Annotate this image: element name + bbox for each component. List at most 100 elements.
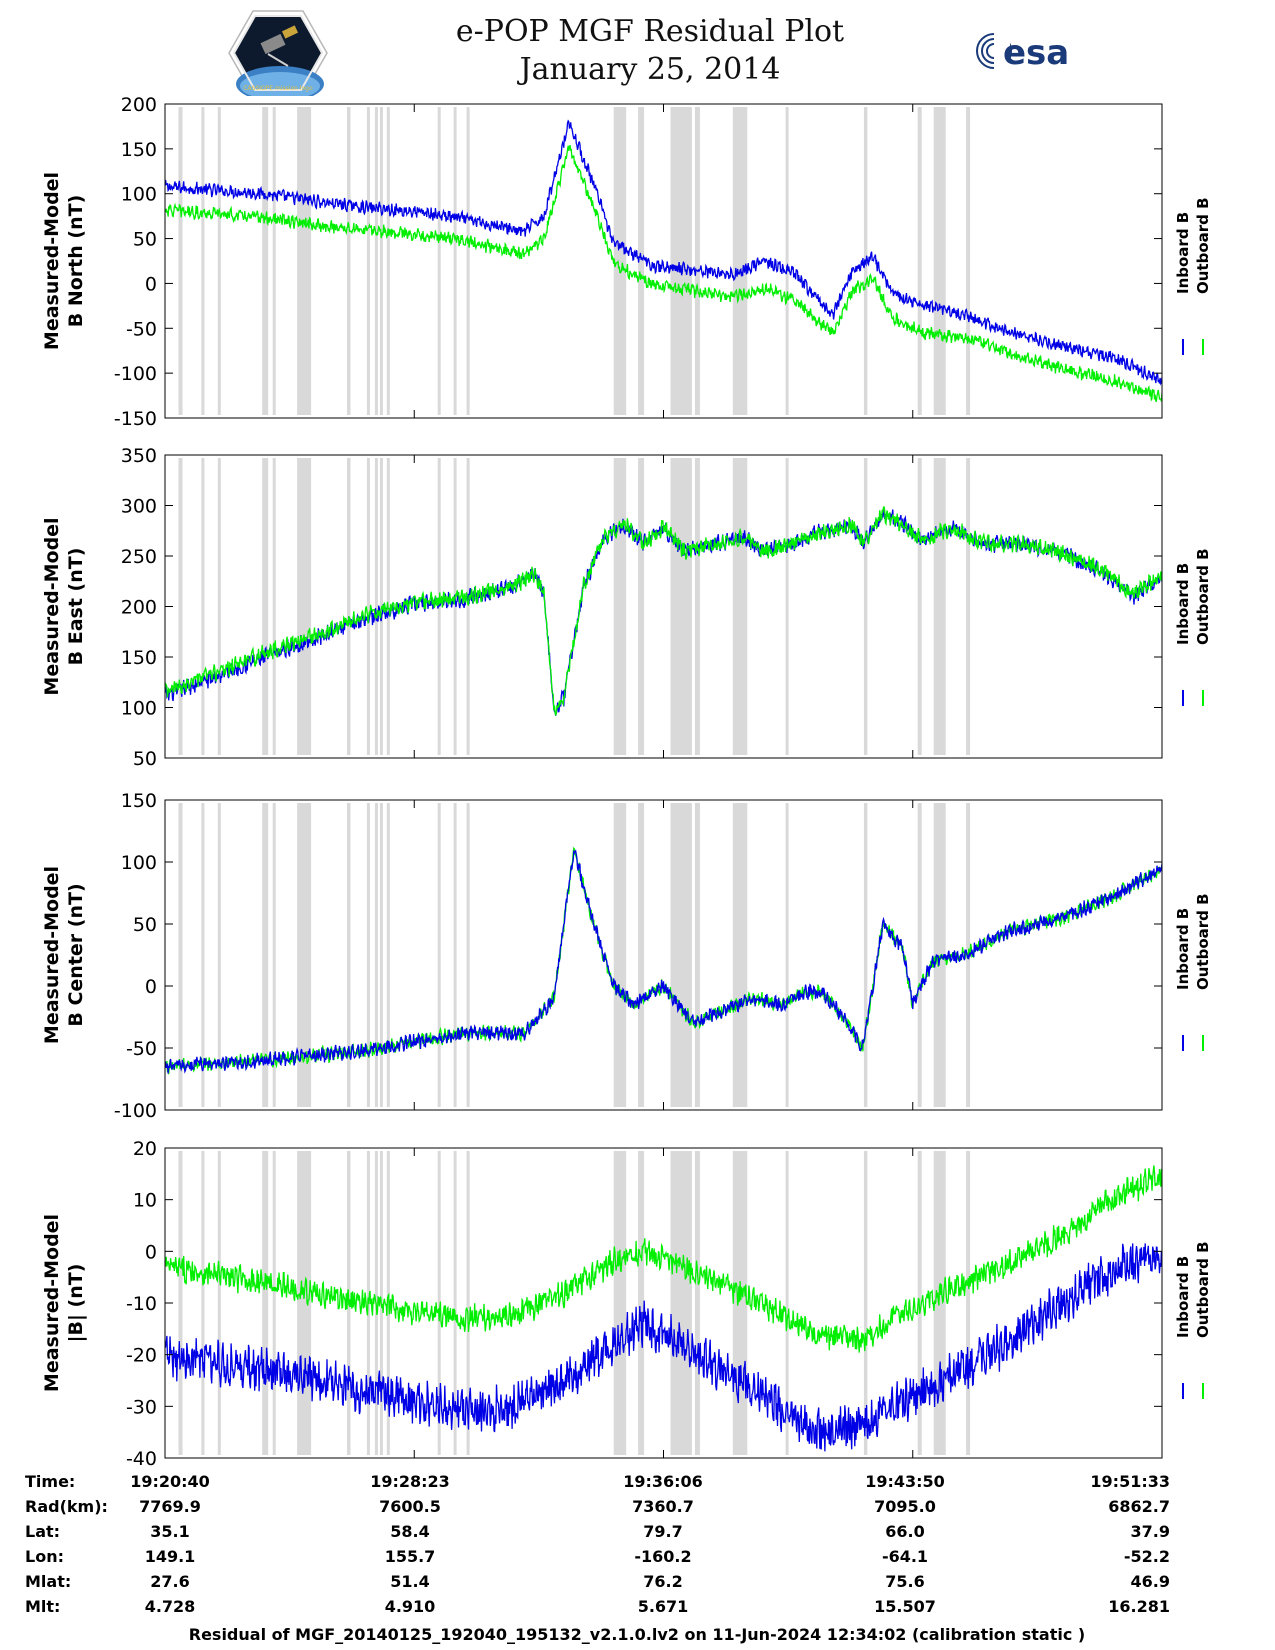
y-axis-label-line1: Measured-Model — [41, 866, 63, 1044]
shaded-intervals — [178, 803, 971, 1107]
orbit-value: 16.281 — [1108, 1597, 1170, 1616]
legend: Inboard B Outboard B — [1174, 1241, 1212, 1399]
mission-logo: CASSIOPE mission logo — [228, 10, 328, 96]
shaded-interval — [453, 803, 457, 1107]
shaded-interval — [437, 803, 441, 1107]
shaded-interval — [732, 107, 748, 415]
series-outboard-b — [165, 506, 1162, 716]
shaded-interval — [297, 458, 312, 755]
legend-outboard-label: Outboard B — [1194, 893, 1212, 990]
orbit-value: 19:43:50 — [865, 1472, 945, 1491]
y-tick-label: 20 — [133, 1138, 157, 1160]
shaded-interval — [966, 107, 971, 415]
shaded-interval — [297, 803, 312, 1107]
y-tick-label: 200 — [121, 94, 157, 116]
orbit-row-label: Mlat: — [25, 1572, 71, 1591]
shaded-interval — [670, 803, 692, 1107]
shaded-interval — [613, 803, 627, 1107]
y-tick-label: 100 — [121, 852, 157, 874]
mission-logo-text: CASSIOPE mission logo — [243, 85, 313, 92]
shaded-interval — [262, 803, 269, 1107]
shaded-interval — [272, 107, 276, 415]
y-axis-label-line2: |B| (nT) — [65, 1264, 87, 1343]
shaded-interval — [694, 803, 700, 1107]
shaded-interval — [613, 458, 627, 755]
y-axis-label: Measured-Model B East (nT) — [41, 517, 87, 695]
shaded-interval — [347, 803, 351, 1107]
shaded-interval — [966, 1151, 971, 1455]
shaded-interval — [178, 458, 183, 755]
orbit-value: 7095.0 — [874, 1497, 936, 1516]
legend: Inboard B Outboard B — [1174, 893, 1212, 1051]
y-tick-label: 100 — [121, 698, 157, 720]
y-axis-label: Measured-Model B Center (nT) — [41, 866, 87, 1044]
shaded-interval — [613, 1151, 627, 1455]
shaded-interval — [178, 1151, 183, 1455]
plot-frame — [164, 1147, 1163, 1459]
shaded-interval — [785, 458, 789, 755]
orbit-value: 37.9 — [1131, 1522, 1170, 1541]
y-tick-label: -20 — [126, 1345, 157, 1367]
shaded-interval — [379, 803, 383, 1107]
orbit-value: 7360.7 — [632, 1497, 694, 1516]
y-tick-label: 300 — [121, 496, 157, 518]
panel-2: 50 100 150 200 250 300 350 Measured-Model B East… — [41, 445, 1212, 770]
orbit-value: 149.1 — [145, 1547, 196, 1566]
y-tick-label: 0 — [145, 273, 157, 295]
y-tick-label: -10 — [126, 1293, 157, 1315]
series-outboard-b — [165, 846, 1162, 1075]
legend-outboard-label: Outboard B — [1194, 1241, 1212, 1338]
shaded-interval — [272, 458, 276, 755]
y-tick-label: 150 — [121, 139, 157, 161]
orbit-value: 46.9 — [1131, 1572, 1170, 1591]
orbit-value: 51.4 — [390, 1572, 429, 1591]
plot-frame — [164, 454, 1163, 759]
panel-1: -150 -100 -50 0 50 100 150 200 Measured-Model B N… — [41, 94, 1212, 430]
plot-frame — [164, 799, 1163, 1111]
y-tick-label: -100 — [114, 1100, 157, 1122]
shaded-interval — [732, 458, 748, 755]
orbit-value: 75.6 — [885, 1572, 924, 1591]
shaded-interval — [966, 458, 971, 755]
y-axis-label-line1: Measured-Model — [41, 517, 63, 695]
shaded-interval — [217, 803, 221, 1107]
shaded-interval — [178, 803, 183, 1107]
legend-inboard-label: Inboard B — [1174, 212, 1192, 294]
y-tick-label: 350 — [121, 445, 157, 467]
shaded-interval — [386, 803, 390, 1107]
shaded-interval — [638, 458, 645, 755]
shaded-interval — [347, 458, 351, 755]
series-inboard-b — [165, 509, 1162, 716]
orbit-value: 19:20:40 — [130, 1472, 210, 1491]
legend-inboard-label: Inboard B — [1174, 563, 1192, 645]
shaded-interval — [613, 107, 627, 415]
shaded-interval — [863, 458, 868, 755]
y-tick-label: 200 — [121, 597, 157, 619]
esa-logo: esa — [976, 32, 1069, 73]
plot-title: e-POP MGF Residual Plot — [455, 14, 845, 49]
shaded-interval — [379, 107, 383, 415]
shaded-interval — [201, 107, 205, 415]
shaded-interval — [366, 107, 370, 415]
legend-outboard-label: Outboard B — [1194, 197, 1212, 294]
shaded-interval — [785, 107, 789, 415]
shaded-interval — [437, 107, 441, 415]
shaded-interval — [785, 803, 789, 1107]
y-tick-label: -40 — [126, 1448, 157, 1470]
shaded-interval — [437, 1151, 441, 1455]
y-tick-label: 150 — [121, 647, 157, 669]
shaded-interval — [374, 458, 378, 755]
shaded-interval — [272, 803, 276, 1107]
orbit-value: -160.2 — [634, 1547, 691, 1566]
y-tick-label: -30 — [126, 1396, 157, 1418]
y-tick-label: -50 — [126, 1038, 157, 1060]
legend-inboard-label: Inboard B — [1174, 1256, 1192, 1338]
shaded-interval — [297, 1151, 312, 1455]
series-inboard-b — [165, 119, 1162, 386]
series-inboard-b — [165, 849, 1162, 1074]
shaded-interval — [262, 458, 269, 755]
y-axis-label-line2: B East (nT) — [65, 548, 87, 666]
shaded-interval — [201, 1151, 205, 1455]
orbit-value: 15.507 — [874, 1597, 936, 1616]
